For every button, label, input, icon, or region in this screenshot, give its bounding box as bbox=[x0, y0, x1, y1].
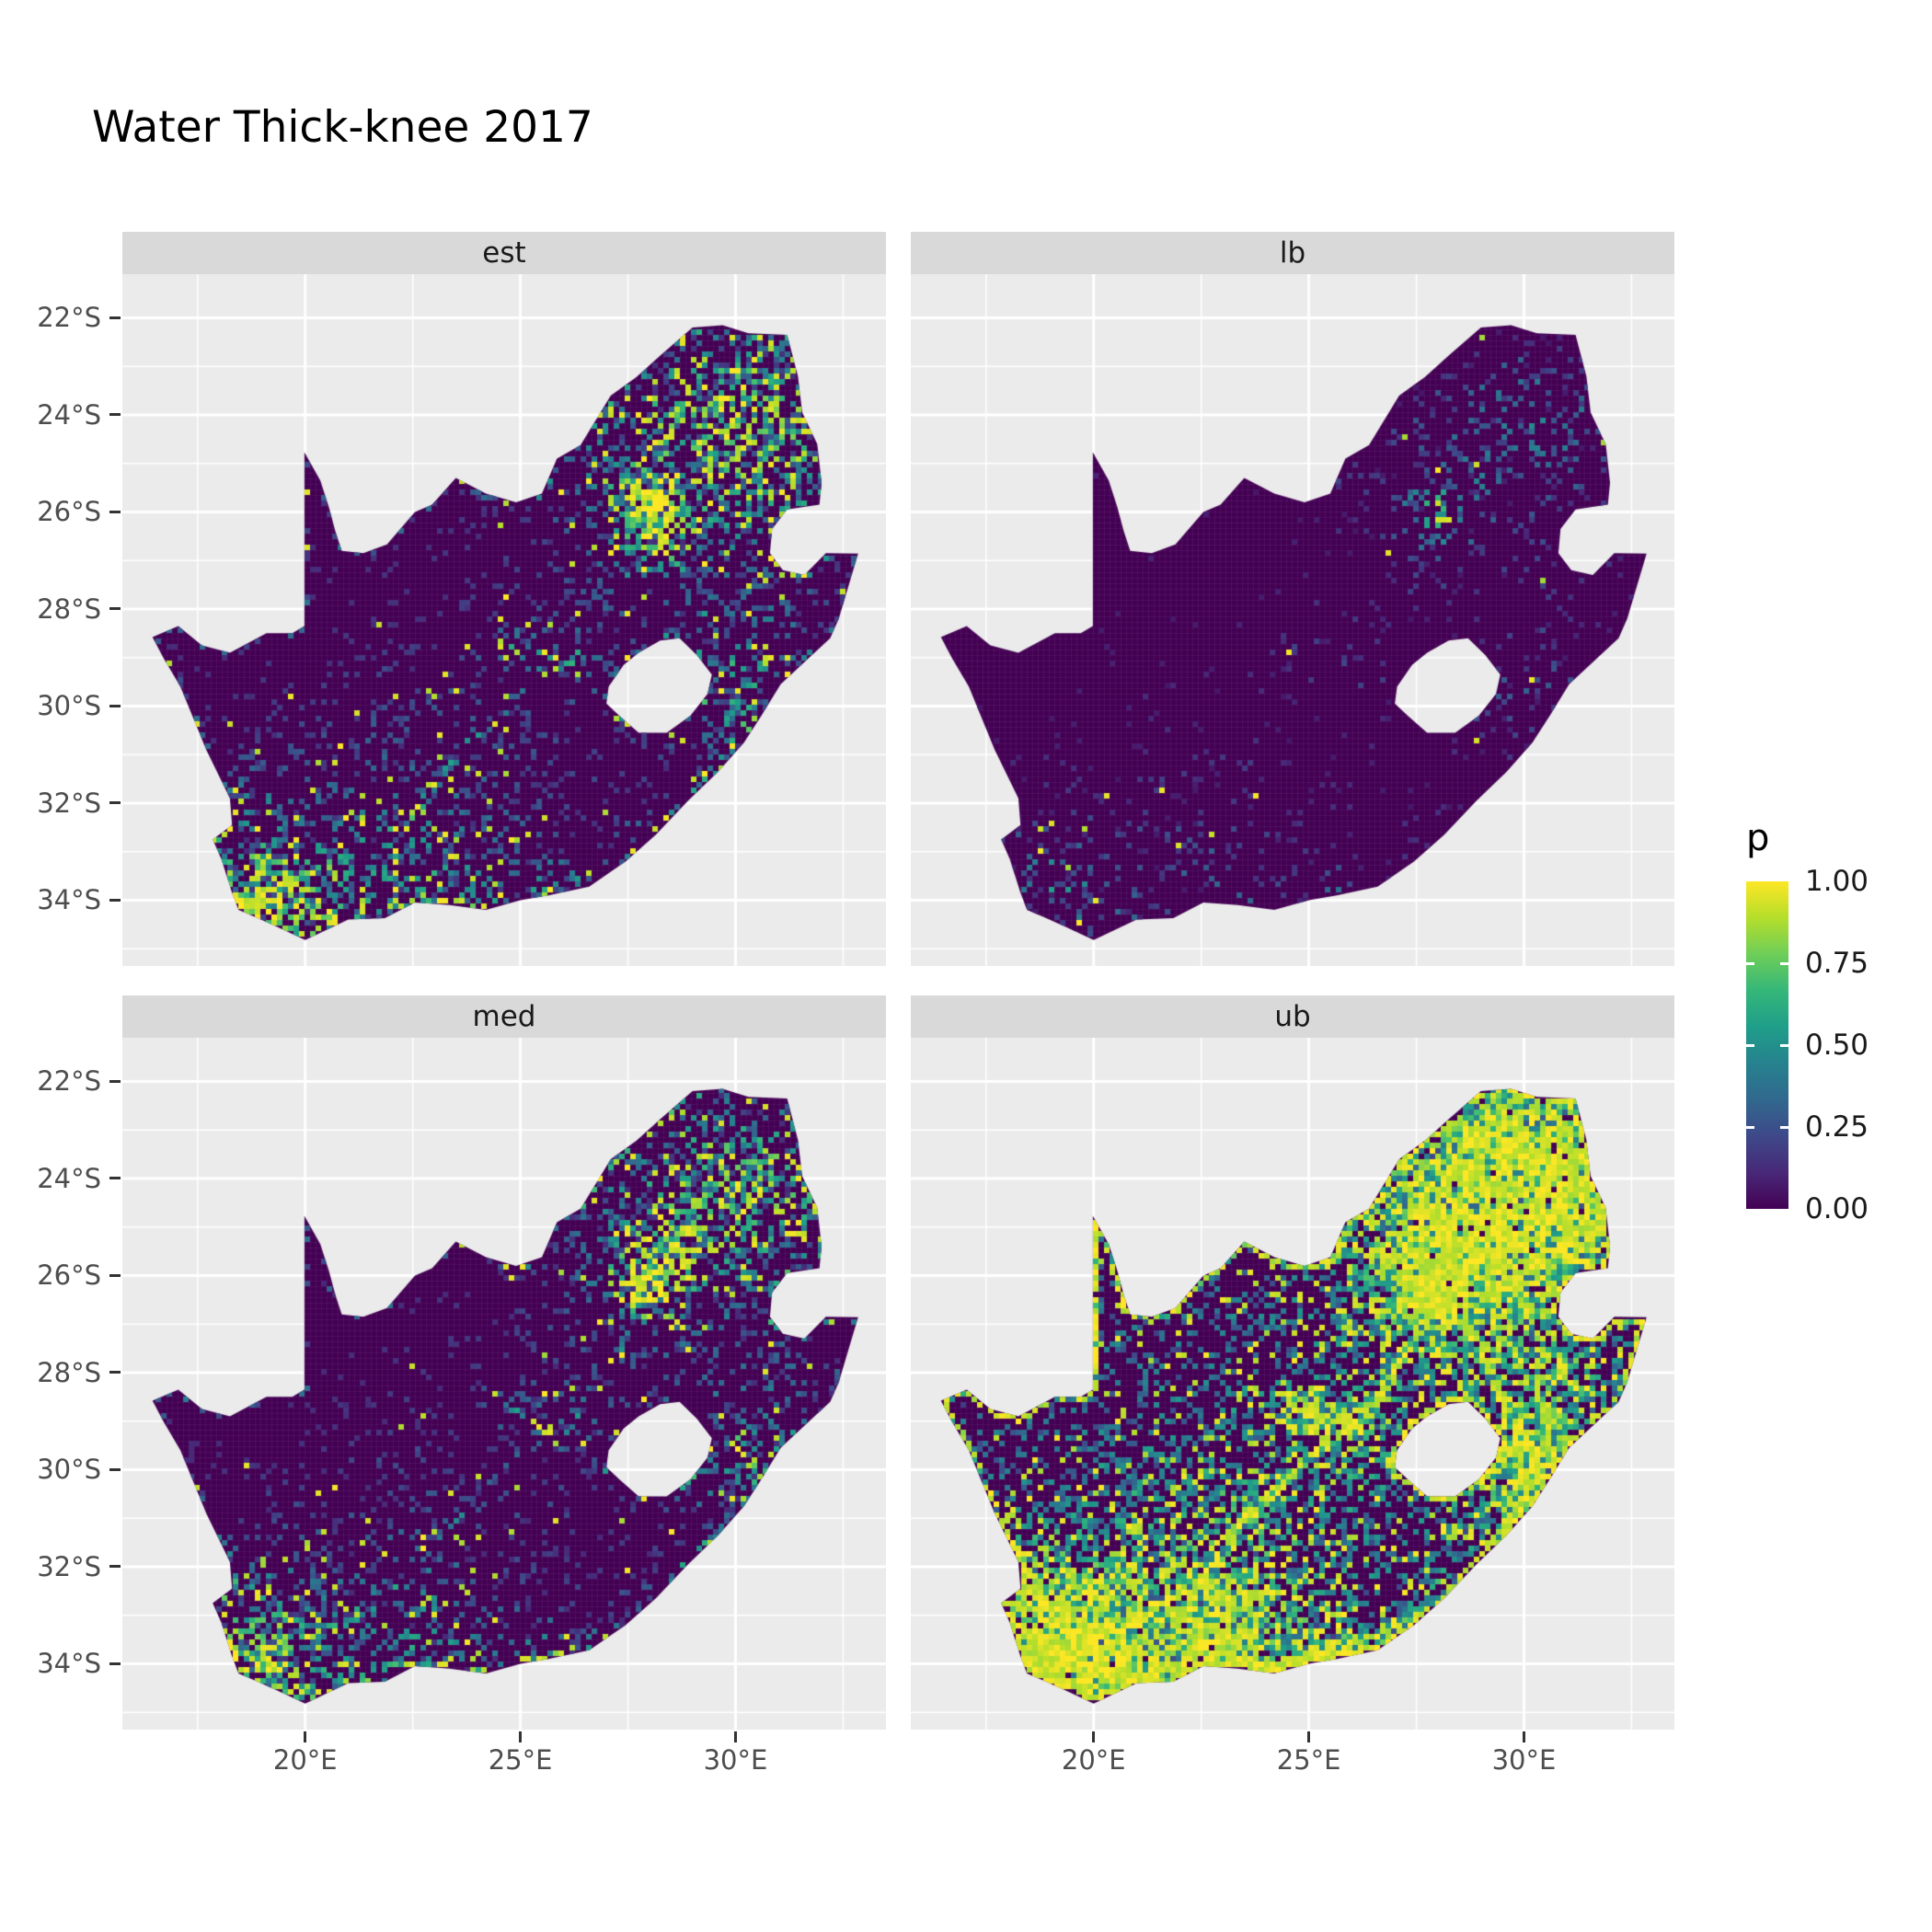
y-tick-mark bbox=[109, 1565, 121, 1569]
y-tick-label: 24°S bbox=[37, 398, 101, 431]
y-tick-label: 26°S bbox=[37, 1259, 101, 1292]
y-tick-mark bbox=[109, 510, 121, 513]
map-canvas-med bbox=[122, 1038, 886, 1730]
y-tick-label: 32°S bbox=[37, 787, 101, 819]
map-canvas-lb bbox=[911, 274, 1674, 966]
y-tick-mark bbox=[109, 1177, 121, 1180]
x-tick-mark bbox=[1307, 1731, 1311, 1742]
plot-title: Water Thick-knee 2017 bbox=[92, 102, 593, 153]
y-tick-label: 34°S bbox=[37, 1648, 101, 1680]
y-tick-label: 26°S bbox=[37, 496, 101, 528]
x-tick-mark bbox=[304, 1731, 307, 1742]
map-canvas-est bbox=[122, 274, 886, 966]
facet-strip-med: med bbox=[122, 995, 886, 1038]
x-tick-mark bbox=[519, 1731, 523, 1742]
colorbar-tick bbox=[1746, 1125, 1754, 1129]
x-tick-label: 20°E bbox=[272, 1744, 338, 1776]
y-tick-label: 22°S bbox=[37, 1065, 101, 1098]
colorbar-tick bbox=[1746, 1043, 1754, 1047]
legend-tick-label: 0.50 bbox=[1805, 1029, 1869, 1062]
y-tick-mark bbox=[109, 704, 121, 707]
x-tick-label: 20°E bbox=[1061, 1744, 1126, 1776]
x-tick-label: 25°E bbox=[488, 1744, 553, 1776]
colorbar-tick bbox=[1780, 1125, 1788, 1129]
facet-panel-lb bbox=[911, 274, 1674, 966]
y-tick-mark bbox=[109, 801, 121, 805]
facet-panel-ub bbox=[911, 1038, 1674, 1730]
x-tick-label: 30°E bbox=[703, 1744, 768, 1776]
y-tick-label: 28°S bbox=[37, 592, 101, 625]
y-tick-label: 30°S bbox=[37, 690, 101, 722]
y-tick-label: 32°S bbox=[37, 1550, 101, 1582]
y-tick-mark bbox=[109, 316, 121, 319]
y-tick-mark bbox=[109, 1662, 121, 1665]
y-tick-mark bbox=[109, 1371, 121, 1374]
y-tick-mark bbox=[109, 898, 121, 902]
legend-tick-label: 0.00 bbox=[1805, 1192, 1869, 1225]
x-tick-mark bbox=[733, 1731, 737, 1742]
y-tick-mark bbox=[109, 413, 121, 417]
legend-tick-label: 0.25 bbox=[1805, 1110, 1869, 1144]
y-tick-mark bbox=[109, 1467, 121, 1471]
x-tick-mark bbox=[1522, 1731, 1525, 1742]
facet-panel-est bbox=[122, 274, 886, 966]
y-tick-label: 30°S bbox=[37, 1454, 101, 1486]
y-tick-mark bbox=[109, 1273, 121, 1277]
legend-tick-label: 1.00 bbox=[1805, 865, 1869, 898]
x-tick-mark bbox=[1092, 1731, 1096, 1742]
colorbar-tick bbox=[1746, 961, 1754, 965]
x-tick-label: 25°E bbox=[1276, 1744, 1341, 1776]
legend-tick-label: 0.75 bbox=[1805, 947, 1869, 980]
y-tick-label: 22°S bbox=[37, 302, 101, 334]
legend-title: p bbox=[1746, 817, 1770, 859]
map-canvas-ub bbox=[911, 1038, 1674, 1730]
colorbar-tick bbox=[1780, 961, 1788, 965]
y-tick-label: 34°S bbox=[37, 884, 101, 916]
y-tick-mark bbox=[109, 1079, 121, 1083]
facet-strip-est: est bbox=[122, 232, 886, 274]
x-tick-label: 30°E bbox=[1491, 1744, 1557, 1776]
y-tick-label: 28°S bbox=[37, 1356, 101, 1388]
y-tick-mark bbox=[109, 607, 121, 611]
facet-panel-med bbox=[122, 1038, 886, 1730]
facet-strip-lb: lb bbox=[911, 232, 1674, 274]
y-tick-label: 24°S bbox=[37, 1162, 101, 1194]
colorbar-tick bbox=[1780, 1043, 1788, 1047]
facet-strip-ub: ub bbox=[911, 995, 1674, 1038]
